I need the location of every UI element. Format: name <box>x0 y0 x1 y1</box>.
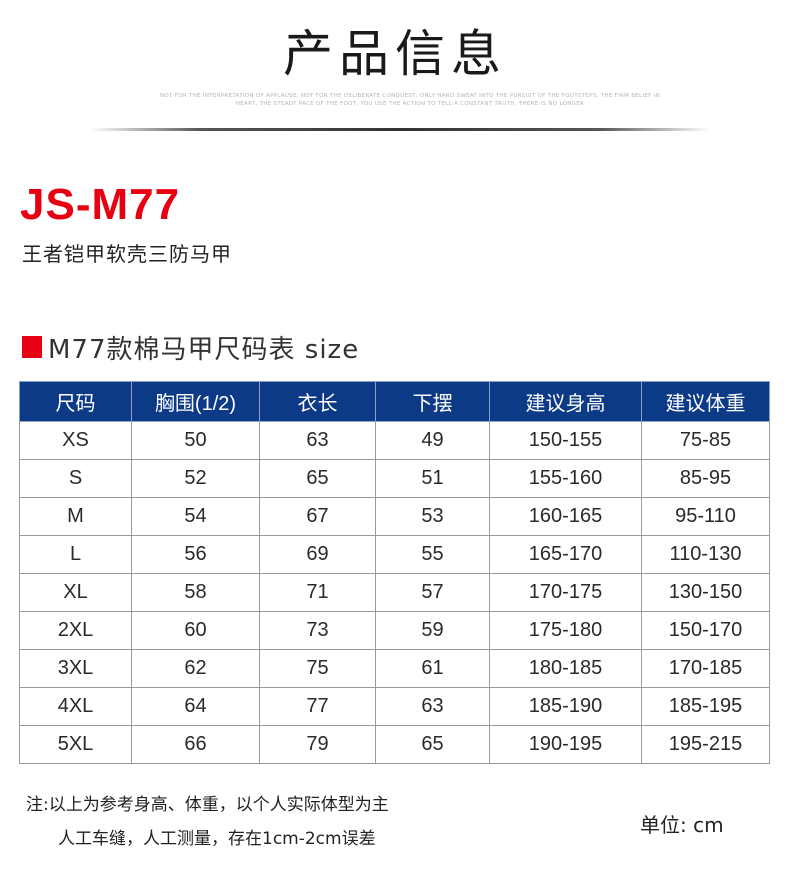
column-header-hem: 下摆 <box>375 381 490 422</box>
size-chart-heading: M77款棉马甲尺码表 size <box>22 330 360 365</box>
unit-label: 单位: cm <box>640 813 724 837</box>
column-header-weight: 建议体重 <box>641 381 770 422</box>
table-cell: 150-155 <box>489 421 642 460</box>
size-table: 尺码 胸围(1/2) 衣长 下摆 建议身高 建议体重 XS 50 63 49 1… <box>19 381 770 764</box>
product-model: JS-M77 <box>20 180 181 229</box>
table-cell: 62 <box>131 649 260 688</box>
table-cell: 58 <box>131 573 260 612</box>
table-cell: 69 <box>259 535 376 574</box>
table-row: 2XL 60 73 59 175-180 150-170 <box>19 611 770 650</box>
table-cell: 56 <box>131 535 260 574</box>
table-cell: 190-195 <box>489 725 642 764</box>
column-header-chest: 胸围(1/2) <box>131 381 260 422</box>
table-cell: 67 <box>259 497 376 536</box>
table-cell: 77 <box>259 687 376 726</box>
table-cell: 75 <box>259 649 376 688</box>
tagline-line-2: HEART, THE STEADY PACE OF THE FOOT, YOU … <box>235 101 585 107</box>
table-cell: 160-165 <box>489 497 642 536</box>
note-line-2: 人工车缝，人工测量，存在1cm-2cm误差 <box>58 829 376 849</box>
table-cell: 79 <box>259 725 376 764</box>
table-cell: 57 <box>375 573 490 612</box>
column-header-size: 尺码 <box>19 381 132 422</box>
table-cell: 185-195 <box>641 687 770 726</box>
table-cell: 195-215 <box>641 725 770 764</box>
product-name: 王者铠甲软壳三防马甲 <box>22 242 232 266</box>
table-cell: 60 <box>131 611 260 650</box>
table-cell: 59 <box>375 611 490 650</box>
table-cell: 175-180 <box>489 611 642 650</box>
table-cell: 51 <box>375 459 490 498</box>
page-title: 产品信息 <box>283 25 507 83</box>
table-cell: 71 <box>259 573 376 612</box>
table-cell: 130-150 <box>641 573 770 612</box>
table-cell: M <box>19 497 132 536</box>
table-row: S 52 65 51 155-160 85-95 <box>19 459 770 498</box>
table-cell: 63 <box>259 421 376 460</box>
table-cell: 66 <box>131 725 260 764</box>
table-cell: L <box>19 535 132 574</box>
table-cell: XL <box>19 573 132 612</box>
table-cell: 110-130 <box>641 535 770 574</box>
header-divider <box>90 128 710 131</box>
column-header-length: 衣长 <box>259 381 376 422</box>
tagline-line-1: NOT FOR THE INTERPRETATION OF APPLAUSE; … <box>159 93 660 99</box>
table-cell: 150-170 <box>641 611 770 650</box>
table-cell: 65 <box>259 459 376 498</box>
table-cell: 55 <box>375 535 490 574</box>
table-cell: 5XL <box>19 725 132 764</box>
table-cell: 49 <box>375 421 490 460</box>
table-row: 5XL 66 79 65 190-195 195-215 <box>19 725 770 764</box>
table-row: M 54 67 53 160-165 95-110 <box>19 497 770 536</box>
table-row: 3XL 62 75 61 180-185 170-185 <box>19 649 770 688</box>
table-cell: 3XL <box>19 649 132 688</box>
table-cell: 180-185 <box>489 649 642 688</box>
table-cell: 52 <box>131 459 260 498</box>
table-cell: 64 <box>131 687 260 726</box>
table-header-row: 尺码 胸围(1/2) 衣长 下摆 建议身高 建议体重 <box>19 381 770 422</box>
table-cell: 155-160 <box>489 459 642 498</box>
table-cell: 170-185 <box>641 649 770 688</box>
table-cell: 4XL <box>19 687 132 726</box>
table-cell: 85-95 <box>641 459 770 498</box>
table-cell: 95-110 <box>641 497 770 536</box>
table-cell: 170-175 <box>489 573 642 612</box>
table-cell: XS <box>19 421 132 460</box>
table-cell: 61 <box>375 649 490 688</box>
table-row: L 56 69 55 165-170 110-130 <box>19 535 770 574</box>
table-cell: 50 <box>131 421 260 460</box>
table-cell: 54 <box>131 497 260 536</box>
table-cell: 65 <box>375 725 490 764</box>
table-cell: 165-170 <box>489 535 642 574</box>
size-chart-title: M77款棉马甲尺码表 size <box>48 334 360 365</box>
table-row: XS 50 63 49 150-155 75-85 <box>19 421 770 460</box>
tagline: NOT FOR THE INTERPRETATION OF APPLAUSE; … <box>130 92 690 108</box>
table-cell: 185-190 <box>489 687 642 726</box>
table-cell: 53 <box>375 497 490 536</box>
table-cell: S <box>19 459 132 498</box>
note-line-1: 注:以上为参考身高、体重，以个人实际体型为主 <box>26 795 389 815</box>
table-row: 4XL 64 77 63 185-190 185-195 <box>19 687 770 726</box>
table-row: XL 58 71 57 170-175 130-150 <box>19 573 770 612</box>
table-cell: 73 <box>259 611 376 650</box>
table-cell: 75-85 <box>641 421 770 460</box>
table-cell: 2XL <box>19 611 132 650</box>
table-cell: 63 <box>375 687 490 726</box>
column-header-height: 建议身高 <box>489 381 642 422</box>
red-square-marker <box>22 336 42 358</box>
